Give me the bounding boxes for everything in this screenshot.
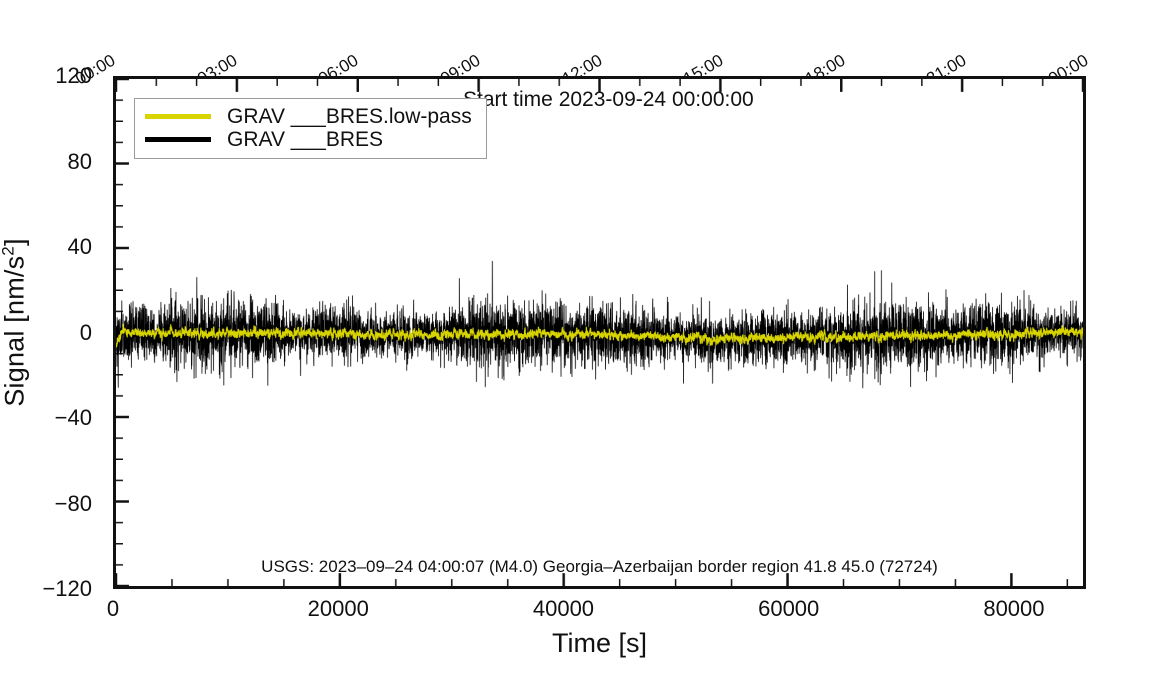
plot-area: Start time 2023-09-24 00:00:00 USGS: 202… xyxy=(113,76,1086,589)
y-tick-label: 40 xyxy=(67,234,92,259)
x-tick-label: 0 xyxy=(106,596,120,621)
legend-label-lowpass: GRAV ___BRES.low-pass xyxy=(227,105,472,128)
y-tick-label: −80 xyxy=(54,490,92,516)
y-tick-label: −120 xyxy=(42,576,92,601)
x-tick-label: 20000 xyxy=(307,596,369,621)
y-tick-label: 80 xyxy=(67,148,92,174)
x-tick-label: 60000 xyxy=(758,596,820,621)
legend-label-raw: GRAV ___BRES xyxy=(227,128,384,151)
chart-title-start-time: Start time 2023-09-24 00:00:00 xyxy=(463,88,754,111)
x-tick-label: 80000 xyxy=(983,596,1045,621)
legend-line-swatch-raw xyxy=(145,137,211,142)
legend-item-lowpass: GRAV ___BRES.low-pass xyxy=(145,105,472,128)
top-tick-label: 00:00 xyxy=(72,50,119,89)
waveform-canvas xyxy=(116,79,1083,586)
y-tick-label: −40 xyxy=(54,405,92,430)
x-tick-label: 40000 xyxy=(532,596,595,621)
y-tick-label: 0 xyxy=(79,319,92,345)
legend-item-raw: GRAV ___BRES xyxy=(145,128,472,151)
y-tick-label: 120 xyxy=(55,63,92,88)
usgs-event-annotation: USGS: 2023–09–24 04:00:07 (M4.0) Georgia… xyxy=(261,557,938,576)
legend-line-swatch-lowpass xyxy=(145,114,211,119)
legend: GRAV ___BRES.low-pass GRAV ___BRES xyxy=(134,98,487,159)
x-axis-title: Time [s] xyxy=(551,628,647,658)
